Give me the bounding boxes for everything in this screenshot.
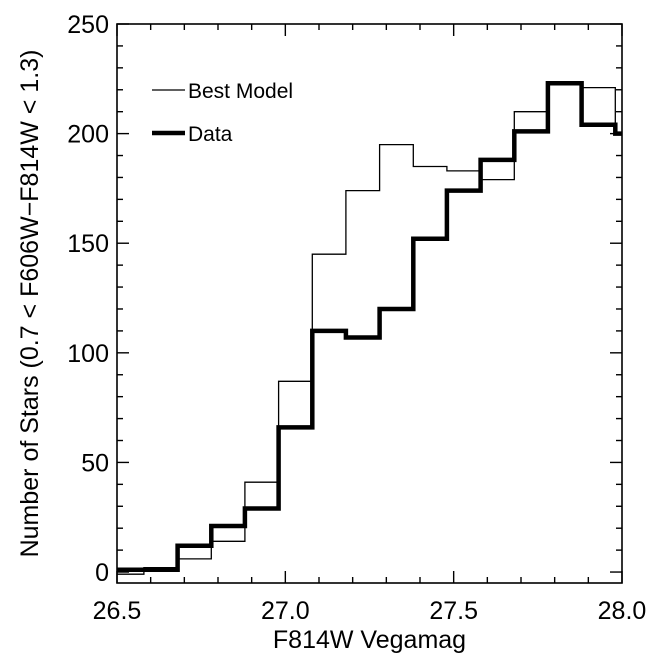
x-tick-label: 26.5 xyxy=(93,597,142,625)
legend-label: Best Model xyxy=(188,80,293,103)
x-tick-label: 28.0 xyxy=(598,597,647,625)
y-tick-label: 50 xyxy=(81,449,109,477)
plot-area xyxy=(117,80,622,575)
y-tick-label: 200 xyxy=(67,121,109,149)
x-tick-label: 27.5 xyxy=(429,597,478,625)
legend-label: Data xyxy=(188,123,233,146)
plot-frame xyxy=(116,23,623,584)
y-tick-label: 100 xyxy=(67,340,109,368)
y-tick-label: 0 xyxy=(95,559,109,587)
y-tick-label: 150 xyxy=(67,230,109,258)
y-tick-label: 250 xyxy=(67,11,109,39)
y-axis-tick-labels: 0 50 100 150 200 250 xyxy=(67,11,109,587)
legend: Best Model Data xyxy=(152,80,293,146)
axis-ticks xyxy=(116,23,623,583)
x-axis-title: F814W Vegamag xyxy=(273,626,466,654)
x-tick-label: 27.0 xyxy=(261,597,310,625)
series-line-best-model xyxy=(117,82,622,575)
series-line-data xyxy=(117,80,622,573)
y-axis-title: Number of Stars (0.7 < F606W−F814W < 1.3… xyxy=(16,50,44,558)
x-axis-tick-labels: 26.5 27.0 27.5 28.0 xyxy=(93,597,647,625)
